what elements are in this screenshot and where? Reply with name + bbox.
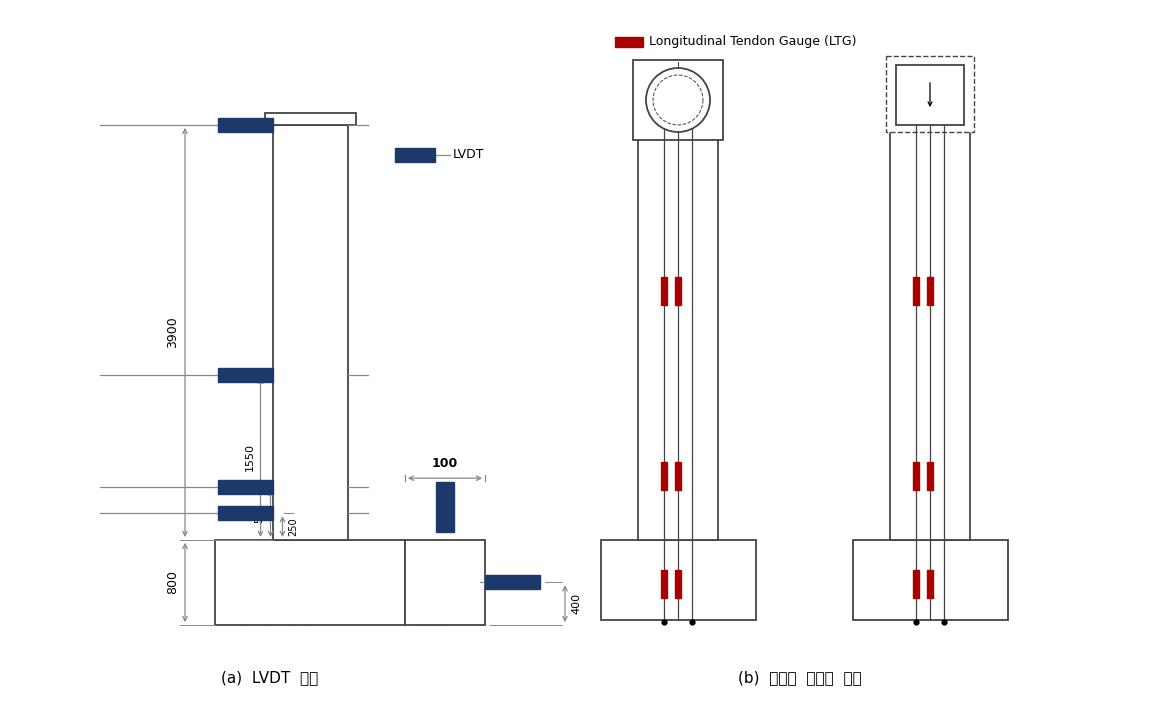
Bar xyxy=(272,125,348,540)
Text: 400: 400 xyxy=(571,593,580,614)
Bar xyxy=(913,277,919,305)
Bar xyxy=(913,570,919,598)
Text: Longitudinal Tendon Gauge (LTG): Longitudinal Tendon Gauge (LTG) xyxy=(649,36,856,48)
Bar xyxy=(638,110,718,540)
Bar xyxy=(217,118,272,132)
Bar xyxy=(675,570,681,598)
Bar xyxy=(600,540,756,620)
Bar xyxy=(217,368,272,382)
Bar xyxy=(675,461,681,489)
Bar xyxy=(215,540,405,625)
Bar xyxy=(436,482,454,531)
Bar xyxy=(661,277,667,305)
Bar xyxy=(217,479,272,494)
Text: 800: 800 xyxy=(166,571,179,595)
Bar xyxy=(217,506,272,520)
Bar xyxy=(616,37,644,47)
Bar xyxy=(927,570,933,598)
Text: 1550: 1550 xyxy=(244,444,255,472)
Bar xyxy=(661,461,667,489)
Bar xyxy=(675,277,681,305)
Text: 100: 100 xyxy=(432,457,458,470)
Bar xyxy=(405,540,485,625)
Text: 500: 500 xyxy=(255,504,264,522)
Bar xyxy=(853,540,1008,620)
Text: (b)  강연선  게이지  위치: (b) 강연선 게이지 위치 xyxy=(738,670,862,685)
Bar xyxy=(633,60,723,140)
Circle shape xyxy=(646,68,710,132)
Bar xyxy=(264,113,355,125)
Bar xyxy=(395,148,434,162)
Bar xyxy=(887,56,974,132)
Text: 3900: 3900 xyxy=(166,317,179,348)
Text: 250: 250 xyxy=(288,517,299,536)
Bar xyxy=(485,576,540,590)
Bar xyxy=(927,461,933,489)
Bar xyxy=(890,110,969,540)
Bar xyxy=(927,277,933,305)
Text: (a)  LVDT  위치: (a) LVDT 위치 xyxy=(222,670,319,685)
Bar xyxy=(661,570,667,598)
Bar xyxy=(913,461,919,489)
Bar xyxy=(896,65,964,125)
Text: LVDT: LVDT xyxy=(453,149,485,161)
